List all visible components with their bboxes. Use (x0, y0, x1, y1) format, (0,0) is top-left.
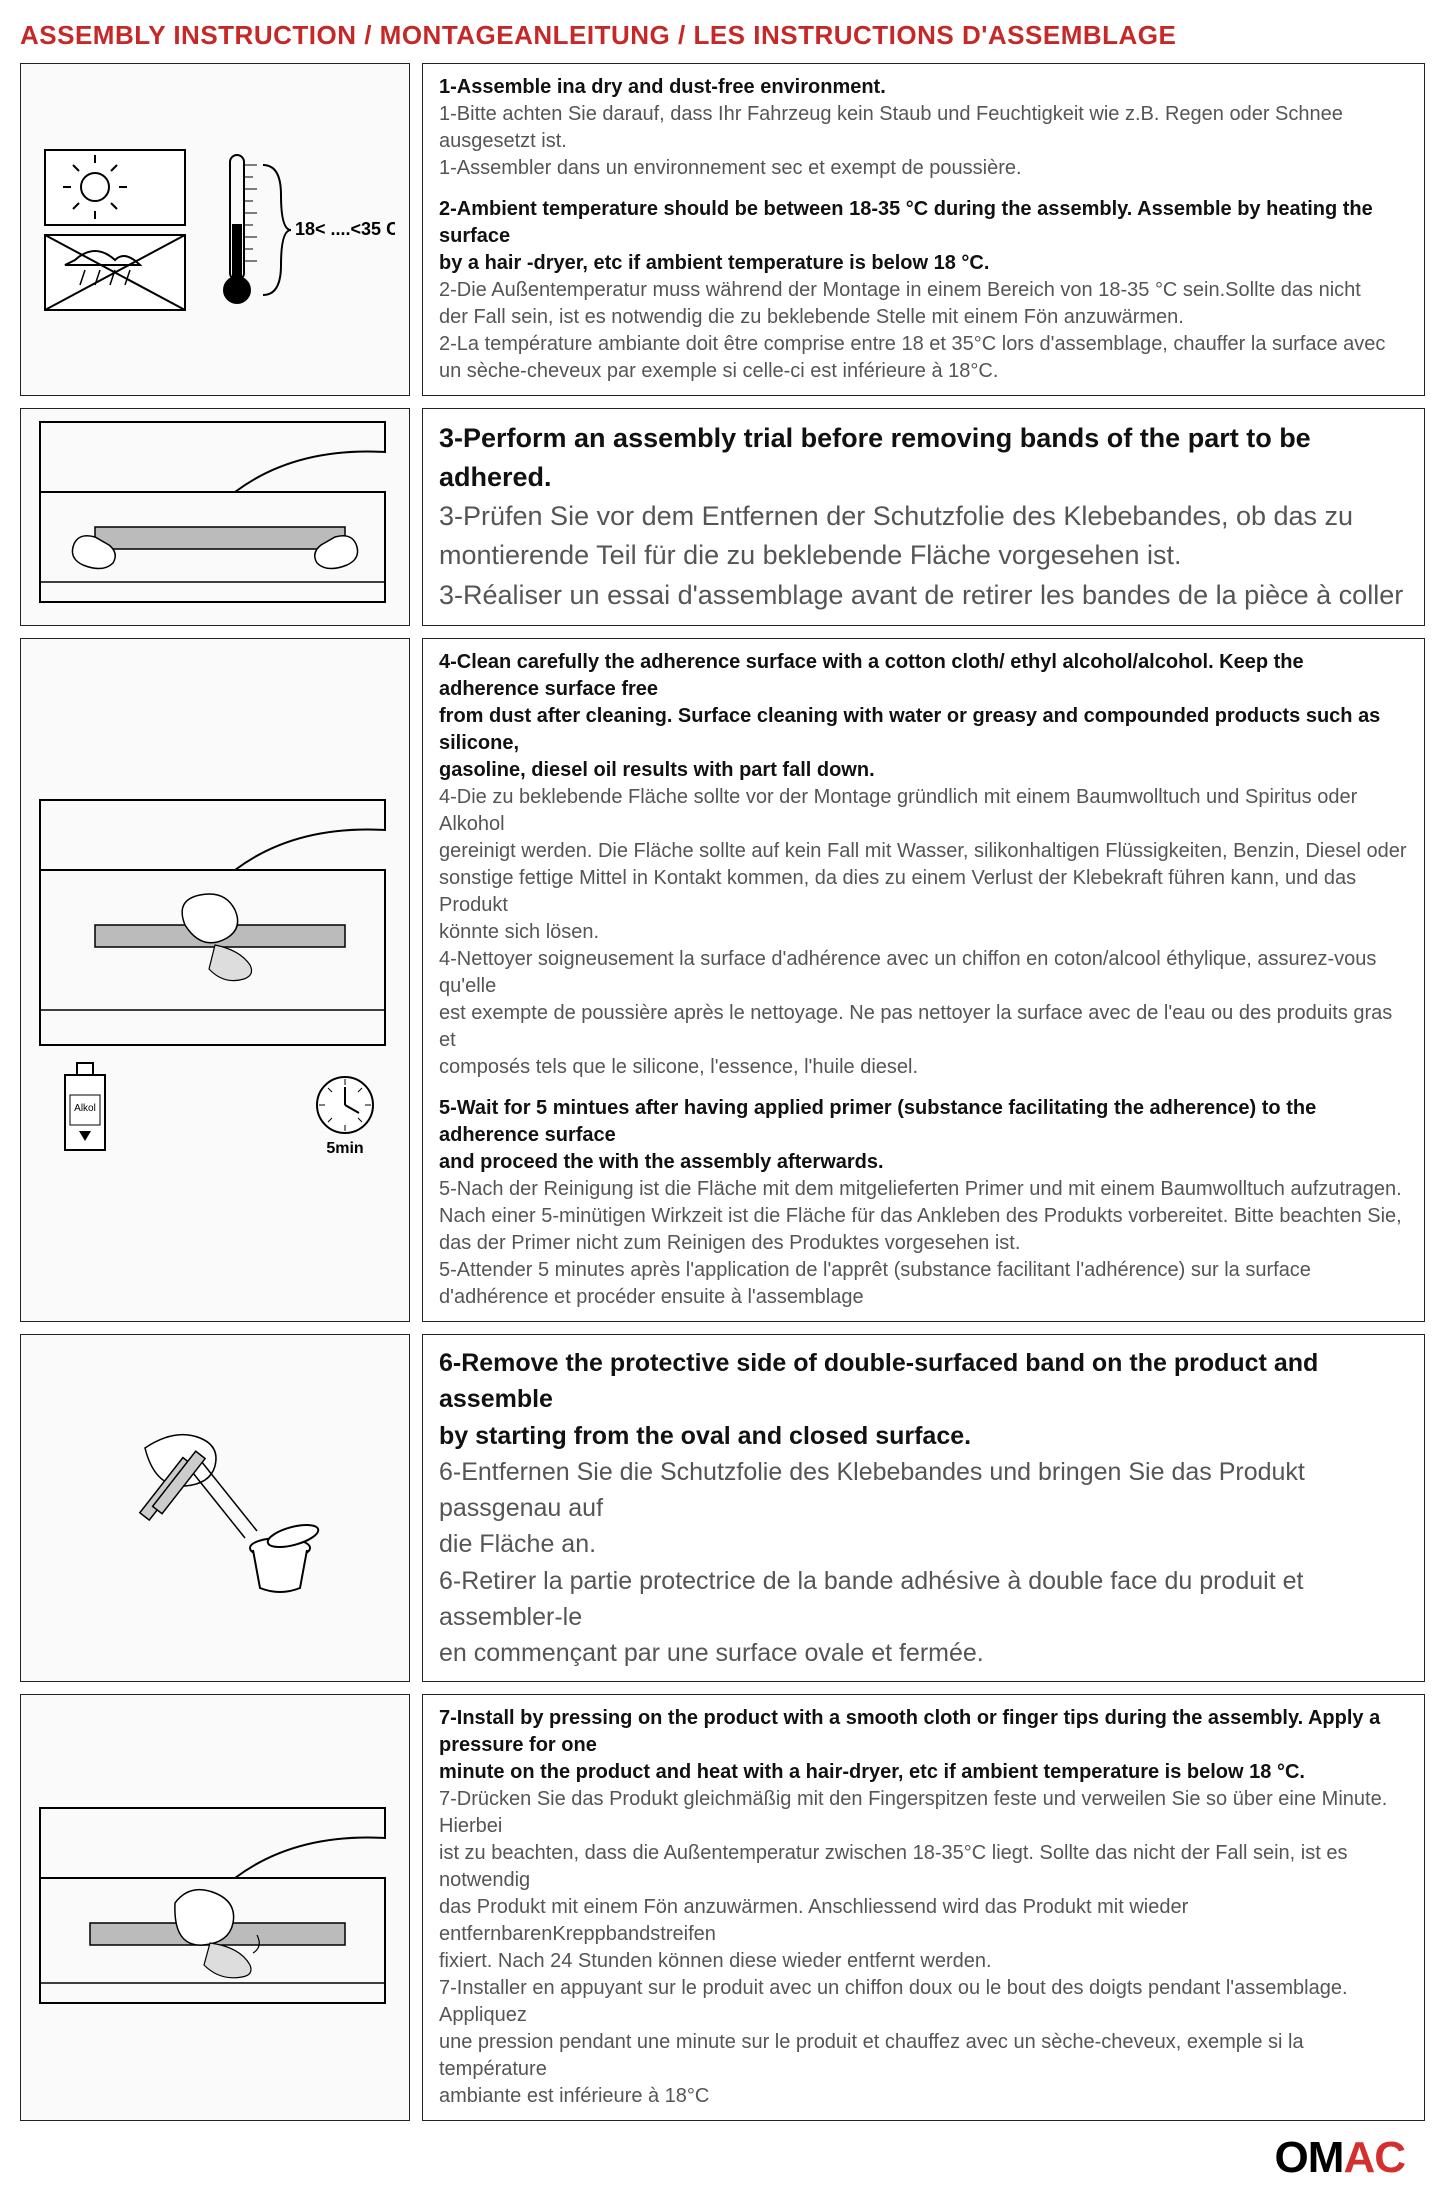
temp-range-label: 18< ....<35 C (295, 219, 395, 239)
step5-fr-b: d'adhérence et procéder ensuite à l'asse… (439, 1284, 1408, 1311)
step2-en-a: 2-Ambient temperature should be between … (439, 196, 1408, 250)
step7-de-d: fixiert. Nach 24 Stunden können diese wi… (439, 1948, 1408, 1975)
step5-de-c: das der Primer nicht zum Reinigen des Pr… (439, 1230, 1408, 1257)
section-7: 7-Install by pressing on the product wit… (20, 1694, 1425, 2121)
step4-de-d: könnte sich lösen. (439, 919, 1408, 946)
step3-en: 3-Perform an assembly trial before remov… (439, 419, 1408, 497)
step7-fr-a: 7-Installer en appuyant sur le produit a… (439, 1975, 1408, 2029)
step7-fr-b: une pression pendant une minute sur le p… (439, 2029, 1408, 2083)
step3-fr: 3-Réaliser un essai d'assemblage avant d… (439, 576, 1408, 615)
timer-label: 5min (326, 1140, 363, 1157)
logo-row: OMAC (20, 2133, 1425, 2183)
step5-en-a: 5-Wait for 5 mintues after having applie… (439, 1095, 1408, 1149)
logo-red: AC (1343, 2133, 1405, 2182)
text-1-2: 1-Assemble ina dry and dust-free environ… (422, 63, 1425, 396)
step3-de-a: 3-Prüfen Sie vor dem Entfernen der Schut… (439, 497, 1408, 536)
step1-en: 1-Assemble ina dry and dust-free environ… (439, 74, 1408, 101)
step2-de-a: 2-Die Außentemperatur muss während der M… (439, 277, 1408, 304)
step1-de: 1-Bitte achten Sie darauf, dass Ihr Fahr… (439, 101, 1408, 155)
step2-fr-a: 2-La température ambiante doit être comp… (439, 331, 1408, 358)
text-3: 3-Perform an assembly trial before remov… (422, 408, 1425, 626)
step4-en-a: 4-Clean carefully the adherence surface … (439, 649, 1408, 703)
step4-en-c: gasoline, diesel oil results with part f… (439, 757, 1408, 784)
section-1-2: 18< ....<35 C 1-Assemble ina dry and dus… (20, 63, 1425, 396)
diagram-clean: Alkol 5min (20, 638, 410, 1322)
step6-en-b: by starting from the oval and closed sur… (439, 1418, 1408, 1454)
brand-logo: OMAC (1275, 2133, 1405, 2182)
section-3: 3-Perform an assembly trial before remov… (20, 408, 1425, 626)
step6-en-a: 6-Remove the protective side of double-s… (439, 1345, 1408, 1418)
step6-fr-b: en commençant par une surface ovale et f… (439, 1635, 1408, 1671)
step4-fr-b: est exempte de poussière après le nettoy… (439, 1000, 1408, 1054)
step4-de-c: sonstige fettige Mittel in Kontakt komme… (439, 865, 1408, 919)
step4-en-b: from dust after cleaning. Surface cleani… (439, 703, 1408, 757)
step6-fr-a: 6-Retirer la partie protectrice de la ba… (439, 1563, 1408, 1636)
step2-en-b: by a hair -dryer, etc if ambient tempera… (439, 250, 1408, 277)
step6-de-a: 6-Entfernen Sie die Schutzfolie des Kleb… (439, 1454, 1408, 1527)
step7-de-a: 7-Drücken Sie das Produkt gleichmäßig mi… (439, 1786, 1408, 1840)
diagram-remove-tape (20, 1334, 410, 1682)
step5-fr-a: 5-Attender 5 minutes après l'application… (439, 1257, 1408, 1284)
section-4-5: Alkol 5min 4-Clean carefully the adheren… (20, 638, 1425, 1322)
step7-en-b: minute on the product and heat with a ha… (439, 1759, 1408, 1786)
step3-de-b: montierende Teil für die zu beklebende F… (439, 536, 1408, 575)
step5-de-b: Nach einer 5-minütigen Wirkzeit ist die … (439, 1203, 1408, 1230)
text-4-5: 4-Clean carefully the adherence surface … (422, 638, 1425, 1322)
step4-fr-c: composés tels que le silicone, l'essence… (439, 1054, 1408, 1081)
diagram-press (20, 1694, 410, 2121)
logo-black: OM (1275, 2133, 1344, 2182)
step7-en-a: 7-Install by pressing on the product wit… (439, 1705, 1408, 1759)
step7-fr-c: ambiante est inférieure à 18°C (439, 2083, 1408, 2110)
step1-fr: 1-Assembler dans un environnement sec et… (439, 155, 1408, 182)
step5-en-b: and proceed the with the assembly afterw… (439, 1149, 1408, 1176)
page-title: ASSEMBLY INSTRUCTION / MONTAGEANLEITUNG … (20, 20, 1425, 51)
diagram-environment: 18< ....<35 C (20, 63, 410, 396)
step2-de-b: der Fall sein, ist es notwendig die zu b… (439, 304, 1408, 331)
text-7: 7-Install by pressing on the product wit… (422, 1694, 1425, 2121)
step2-fr-b: un sèche-cheveux par exemple si celle-ci… (439, 358, 1408, 385)
step6-de-b: die Fläche an. (439, 1526, 1408, 1562)
step7-de-c: das Produkt mit einem Fön anzuwärmen. An… (439, 1894, 1408, 1948)
bottle-label: Alkol (74, 1103, 96, 1114)
step4-fr-a: 4-Nettoyer soigneusement la surface d'ad… (439, 946, 1408, 1000)
diagram-trial (20, 408, 410, 626)
text-6: 6-Remove the protective side of double-s… (422, 1334, 1425, 1682)
step5-de-a: 5-Nach der Reinigung ist die Fläche mit … (439, 1176, 1408, 1203)
step4-de-a: 4-Die zu beklebende Fläche sollte vor de… (439, 784, 1408, 838)
step7-de-b: ist zu beachten, dass die Außentemperatu… (439, 1840, 1408, 1894)
section-6: 6-Remove the protective side of double-s… (20, 1334, 1425, 1682)
step4-de-b: gereinigt werden. Die Fläche sollte auf … (439, 838, 1408, 865)
